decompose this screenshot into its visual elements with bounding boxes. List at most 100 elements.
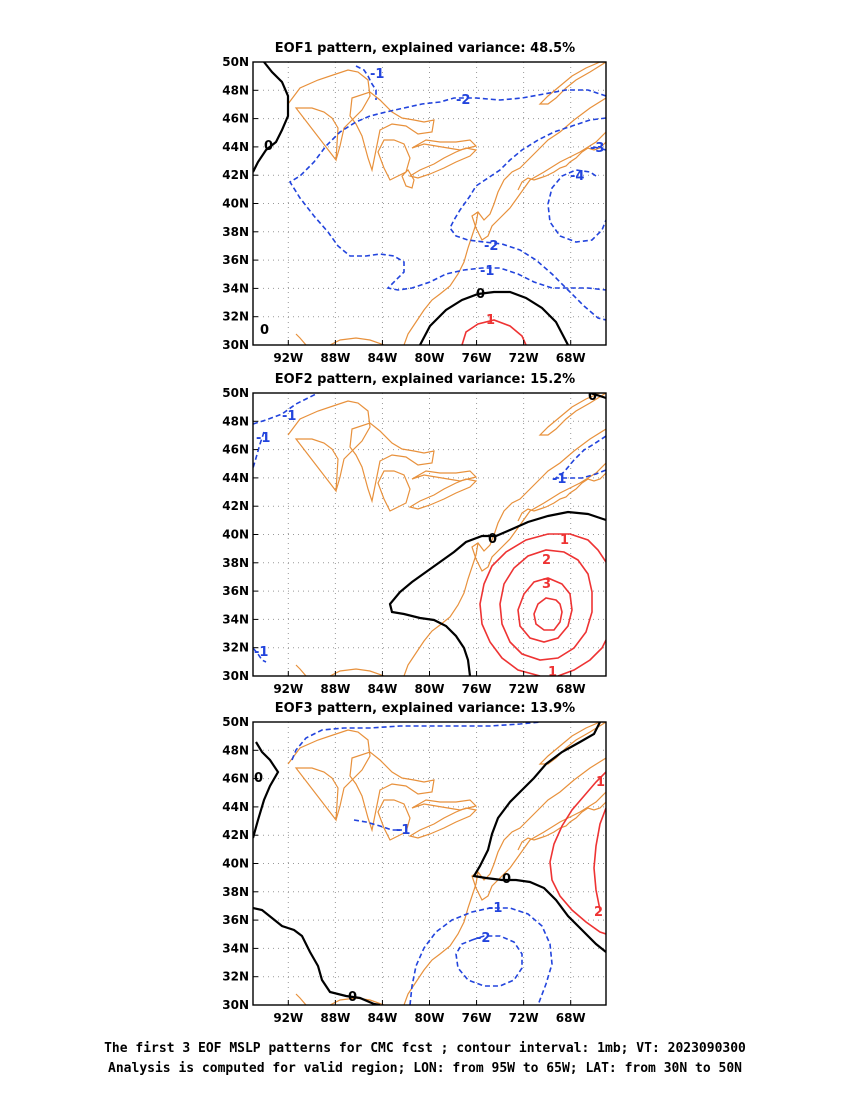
lat-tick-label: 48N bbox=[222, 743, 249, 757]
lon-tick-label: 72W bbox=[509, 1011, 539, 1025]
caption-line-2: Analysis is computed for valid region; L… bbox=[108, 1061, 742, 1076]
contour-label: 1 bbox=[560, 533, 569, 548]
panel-title: EOF2 pattern, explained variance: 15.2% bbox=[275, 372, 575, 387]
lat-tick-label: 30N bbox=[222, 338, 249, 352]
contour-label: 2 bbox=[542, 553, 551, 568]
contour-label: 0 bbox=[488, 532, 497, 547]
contour-label: 0 bbox=[588, 389, 597, 404]
lon-tick-label: 80W bbox=[415, 682, 445, 696]
lon-tick-label: 76W bbox=[462, 1011, 492, 1025]
lat-tick-label: 32N bbox=[222, 310, 249, 324]
contour-label: 0 bbox=[502, 872, 511, 887]
axis-ticks: 50N 48N 46N 44N 42N 40N 38N 36N 34N 32N 30N 92W 88W 8… bbox=[222, 55, 585, 365]
contour-labels: -1 -1 -1 0 0 1 2 3 -1 1 bbox=[254, 389, 597, 680]
lat-tick-label: 44N bbox=[222, 140, 249, 154]
panel-title: EOF1 pattern, explained variance: 48.5% bbox=[275, 41, 575, 56]
lat-tick-label: 38N bbox=[222, 885, 249, 899]
contours bbox=[253, 62, 606, 345]
lon-tick-label: 68W bbox=[556, 1011, 586, 1025]
coastline bbox=[287, 722, 606, 1005]
panel-title: EOF3 pattern, explained variance: 13.9% bbox=[275, 701, 575, 716]
lon-tick-label: 76W bbox=[462, 351, 492, 365]
contour-label: -1 bbox=[370, 67, 384, 82]
contour-label: 2 bbox=[594, 905, 603, 920]
lat-tick-label: 46N bbox=[222, 443, 249, 457]
lat-tick-label: 50N bbox=[222, 386, 249, 400]
lat-tick-label: 40N bbox=[222, 197, 249, 211]
lon-tick-label: 88W bbox=[320, 351, 350, 365]
contour-label: 1 bbox=[486, 313, 495, 328]
lat-tick-label: 32N bbox=[222, 641, 249, 655]
lat-tick-label: 42N bbox=[222, 828, 249, 842]
lon-tick-label: 88W bbox=[320, 1011, 350, 1025]
grid-lines bbox=[253, 393, 606, 676]
contour-label: 0 bbox=[264, 139, 273, 154]
lat-tick-label: 48N bbox=[222, 83, 249, 97]
lat-tick-label: 34N bbox=[222, 612, 249, 626]
lat-tick-label: 50N bbox=[222, 715, 249, 729]
contour-label: -1 bbox=[254, 645, 268, 660]
lon-tick-label: 80W bbox=[415, 1011, 445, 1025]
contour-label: -1 bbox=[282, 409, 296, 424]
lat-tick-label: 46N bbox=[222, 112, 249, 126]
panel-eof1: EOF1 pattern, explained variance: 48.5% bbox=[222, 41, 607, 365]
grid-lines bbox=[253, 722, 606, 1005]
lon-tick-label: 72W bbox=[509, 682, 539, 696]
lat-tick-label: 36N bbox=[222, 253, 249, 267]
panel-eof3: EOF3 pattern, explained variance: 13.9% bbox=[222, 701, 607, 1025]
lon-tick-label: 84W bbox=[367, 1011, 397, 1025]
lon-tick-label: 80W bbox=[415, 351, 445, 365]
contour-label: -1 bbox=[488, 901, 502, 916]
contour-label: -2 bbox=[484, 239, 498, 254]
contour-label: -1 bbox=[480, 264, 494, 279]
lat-tick-label: 36N bbox=[222, 913, 249, 927]
panel-eof2: EOF2 pattern, explained variance: 15.2% bbox=[222, 372, 607, 696]
lat-tick-label: 38N bbox=[222, 556, 249, 570]
lon-tick-label: 84W bbox=[367, 682, 397, 696]
lon-tick-label: 92W bbox=[273, 351, 303, 365]
contour-label: 0 bbox=[476, 287, 485, 302]
coastline bbox=[287, 393, 606, 676]
caption-line-1: The first 3 EOF MSLP patterns for CMC fc… bbox=[104, 1041, 746, 1056]
contours bbox=[253, 722, 606, 1005]
contour-label: -2 bbox=[476, 931, 490, 946]
contour-labels: 0 -1 0 -1 -2 0 1 2 bbox=[254, 771, 605, 1005]
contour-label: 0 bbox=[348, 990, 357, 1005]
contour-label: 1 bbox=[596, 775, 605, 790]
lon-tick-label: 68W bbox=[556, 351, 586, 365]
contour-label: -4 bbox=[570, 169, 584, 184]
lat-tick-label: 40N bbox=[222, 528, 249, 542]
lat-tick-label: 38N bbox=[222, 225, 249, 239]
contour-label: -1 bbox=[256, 431, 270, 446]
lat-tick-label: 30N bbox=[222, 669, 249, 683]
lat-tick-label: 40N bbox=[222, 857, 249, 871]
lon-tick-label: 88W bbox=[320, 682, 350, 696]
lon-tick-label: 76W bbox=[462, 682, 492, 696]
lon-tick-label: 92W bbox=[273, 1011, 303, 1025]
contours bbox=[253, 393, 606, 676]
lon-tick-label: 68W bbox=[556, 682, 586, 696]
contour-label: 3 bbox=[542, 577, 551, 592]
lon-tick-label: 84W bbox=[367, 351, 397, 365]
lat-tick-label: 42N bbox=[222, 499, 249, 513]
lat-tick-label: 50N bbox=[222, 55, 249, 69]
contour-label: 0 bbox=[260, 323, 269, 338]
lat-tick-label: 36N bbox=[222, 584, 249, 598]
lon-tick-label: 92W bbox=[273, 682, 303, 696]
lat-tick-label: 34N bbox=[222, 281, 249, 295]
contour-label: -2 bbox=[456, 93, 470, 108]
contour-labels: -1 -2 -3 -4 -2 -1 0 1 0 0 bbox=[260, 67, 604, 338]
contour-label: -1 bbox=[552, 472, 566, 487]
contour-label: 1 bbox=[548, 665, 557, 680]
axis-ticks: 50N 48N 46N 44N 42N 40N 38N 36N 34N 32N 30N 92W 88W 8… bbox=[222, 715, 585, 1025]
lat-tick-label: 44N bbox=[222, 471, 249, 485]
lat-tick-label: 48N bbox=[222, 414, 249, 428]
lat-tick-label: 42N bbox=[222, 168, 249, 182]
contour-label: -1 bbox=[396, 823, 410, 838]
lat-tick-label: 34N bbox=[222, 941, 249, 955]
lon-tick-label: 72W bbox=[509, 351, 539, 365]
lat-tick-label: 46N bbox=[222, 772, 249, 786]
lat-tick-label: 44N bbox=[222, 800, 249, 814]
contour-label: 0 bbox=[254, 771, 263, 786]
